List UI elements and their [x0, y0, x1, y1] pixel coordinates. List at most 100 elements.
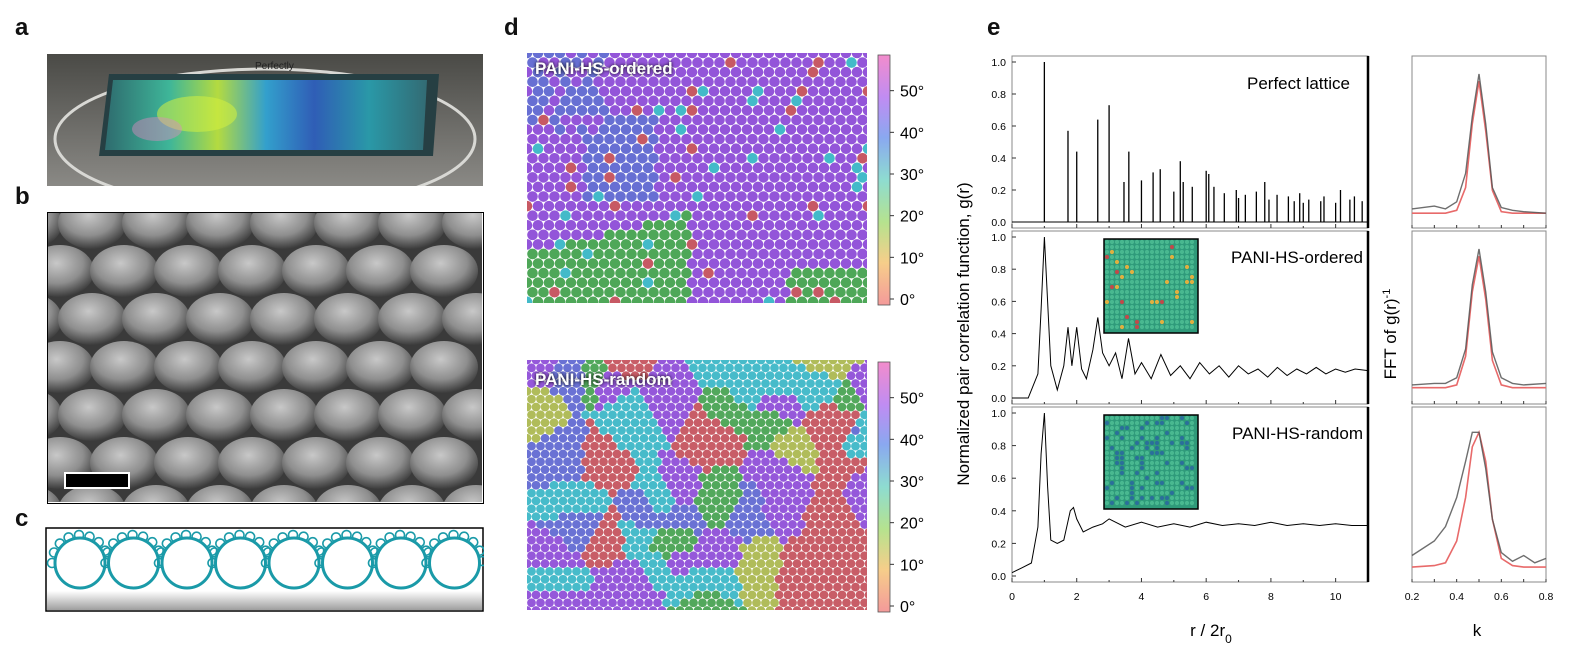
inset-particle — [1119, 269, 1125, 275]
inset-particle — [1169, 420, 1175, 426]
map-particle — [567, 360, 577, 365]
map-particle — [538, 248, 549, 260]
map-particle — [604, 286, 615, 298]
sem-sphere — [218, 245, 286, 297]
map-particle — [549, 606, 559, 610]
map-particle — [666, 465, 676, 475]
map-particle — [604, 76, 615, 88]
map-particle — [657, 512, 667, 521]
gr-subplot-title: PANI-HS-random — [1232, 424, 1363, 443]
map-particle — [531, 449, 541, 459]
inset-particle — [1109, 274, 1115, 280]
map-particle — [711, 418, 721, 428]
inset-particle — [1104, 480, 1110, 486]
map-particle — [807, 124, 819, 135]
map-particle — [840, 124, 852, 135]
map-particle — [615, 114, 626, 126]
map-particle — [711, 360, 721, 365]
map-particle — [681, 95, 692, 107]
map-particle — [797, 363, 806, 373]
inset-particle — [1139, 455, 1145, 461]
map-particle — [549, 229, 560, 241]
map-particle — [620, 219, 632, 231]
map-particle — [725, 379, 734, 388]
map-particle — [565, 162, 577, 174]
map-particle — [560, 114, 571, 126]
map-particle — [621, 386, 631, 396]
map-particle — [603, 606, 613, 610]
inset-particle — [1154, 425, 1160, 431]
inset-particle — [1154, 304, 1160, 310]
fft-xtick-label: 0.6 — [1494, 591, 1509, 603]
map-particle — [612, 606, 622, 610]
map-particle — [785, 143, 797, 154]
inset-particle — [1179, 425, 1185, 431]
inset-particle — [1149, 475, 1155, 481]
inset-particle — [1129, 309, 1135, 315]
map-particle — [642, 53, 654, 59]
map-particle — [545, 441, 554, 451]
inset-particle — [1114, 314, 1120, 320]
map-particle — [855, 449, 865, 459]
map-particle — [770, 473, 779, 482]
map-particle — [558, 360, 568, 365]
map-particle — [659, 152, 670, 164]
map-particle — [846, 386, 856, 396]
map-particle — [840, 105, 852, 116]
sem-sphere — [251, 485, 317, 503]
map-particle — [681, 152, 692, 164]
map-particle — [587, 105, 599, 116]
inset-particle — [1129, 420, 1135, 426]
map-particle — [752, 535, 761, 545]
map-particle — [615, 229, 626, 241]
map-particle — [590, 473, 599, 482]
inset-particle — [1124, 294, 1130, 300]
inset-particle — [1134, 430, 1140, 436]
map-particle — [637, 76, 648, 88]
inset-particle — [1179, 460, 1185, 466]
map-particle — [719, 296, 731, 303]
inset-particle — [1154, 455, 1160, 461]
inset-particle — [1174, 274, 1180, 280]
map-particle — [761, 504, 770, 514]
map-particle — [527, 551, 536, 561]
map-particle — [864, 512, 867, 521]
inset-particle — [1169, 435, 1175, 441]
map-particle — [594, 527, 604, 537]
inset-particle — [1119, 254, 1125, 260]
map-particle — [774, 85, 786, 97]
gr-inset-image — [1103, 414, 1199, 510]
map-particle — [657, 360, 667, 365]
map-particle — [860, 488, 867, 498]
map-particle — [725, 410, 734, 420]
inset-particle — [1139, 460, 1145, 466]
inset-particle — [1144, 490, 1150, 496]
map-particle — [703, 229, 714, 241]
map-particle — [833, 504, 842, 514]
map-particle — [829, 296, 841, 303]
map-particle — [851, 162, 863, 174]
map-particle — [675, 371, 685, 381]
map-particle — [835, 267, 846, 279]
inset-particle — [1179, 435, 1185, 441]
map-particle — [675, 162, 687, 174]
map-particle — [788, 457, 797, 467]
map-particle — [708, 66, 720, 78]
inset-particle — [1184, 420, 1190, 426]
map-particle — [621, 512, 631, 521]
map-particle — [720, 433, 730, 443]
map-particle — [686, 239, 698, 250]
map-particle — [576, 181, 588, 193]
inset-particle — [1184, 430, 1190, 436]
map-particle — [680, 504, 689, 514]
inset-particle — [1119, 435, 1125, 441]
map-particle — [549, 496, 559, 506]
map-particle — [833, 410, 842, 420]
map-particle — [698, 410, 707, 420]
inset-particle — [1164, 299, 1170, 305]
map-particle — [598, 200, 610, 212]
map-particle — [801, 371, 811, 381]
inset-particle — [1154, 465, 1160, 471]
map-particle — [585, 371, 595, 381]
map-particle — [819, 527, 829, 537]
